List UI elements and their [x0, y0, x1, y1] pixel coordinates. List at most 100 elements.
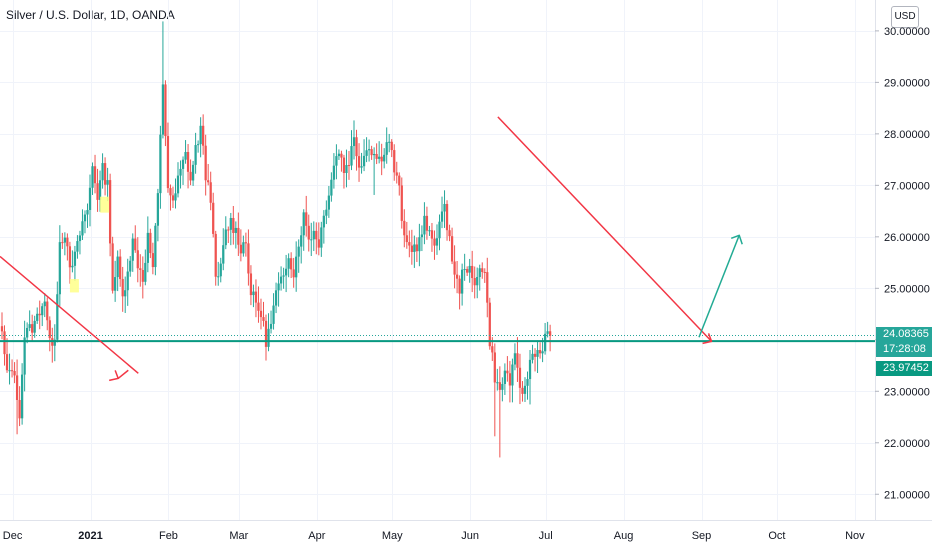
candle-body: [229, 217, 232, 230]
candle-body: [332, 165, 336, 180]
candle-body: [526, 379, 529, 386]
candle-body: [154, 225, 157, 268]
time-tick-label: Apr: [308, 530, 325, 542]
candle-body: [101, 163, 104, 181]
candle-body: [76, 241, 79, 252]
candle-body: [159, 134, 162, 194]
candle-body: [139, 268, 142, 270]
candle-body: [28, 324, 31, 328]
candle-body: [468, 265, 471, 273]
candle-body: [13, 371, 16, 376]
drawing-overlays: [0, 116, 875, 382]
candle-body: [405, 235, 408, 243]
candle-body: [360, 166, 363, 168]
price-tick-label: 23.00000: [884, 386, 930, 398]
candle-body: [330, 179, 333, 196]
candle-body: [372, 153, 376, 156]
time-tick-label: Jun: [461, 530, 479, 542]
candle-body: [300, 235, 303, 247]
candle-body: [91, 166, 94, 188]
candle-body: [204, 145, 207, 181]
candle-body: [423, 215, 426, 235]
price-tick-label: 27.00000: [884, 180, 930, 192]
candle-body: [352, 137, 356, 147]
candle-body: [390, 141, 393, 151]
candle-body: [5, 354, 9, 371]
grid-lines: [0, 0, 875, 520]
candle-body: [450, 236, 454, 262]
candle-body: [18, 399, 21, 419]
candle-body: [486, 272, 489, 303]
candle-body: [48, 320, 51, 339]
candle-body: [511, 364, 514, 386]
candle-body: [279, 276, 283, 284]
candle-body: [297, 246, 300, 257]
candle-body: [141, 269, 144, 282]
candle-body: [83, 214, 87, 222]
candle-body: [292, 269, 295, 278]
candle-body: [43, 301, 46, 307]
candle-body: [413, 244, 416, 252]
candle-body: [501, 384, 504, 390]
candle-body: [460, 269, 464, 294]
candle-body: [111, 243, 114, 291]
candle-body: [493, 352, 496, 383]
candle-body: [8, 370, 11, 372]
candle-body: [0, 326, 4, 332]
candle-body: [320, 227, 323, 248]
time-tick-label: Oct: [768, 530, 785, 542]
candle-body: [448, 230, 451, 237]
candle-body: [383, 154, 386, 162]
candle-body: [217, 276, 220, 278]
candle-body: [488, 302, 491, 347]
candle-body: [181, 159, 185, 169]
price-tick-label: 22.00000: [884, 438, 930, 450]
candle-body: [232, 217, 235, 233]
candle-body: [86, 209, 89, 215]
candle-body: [398, 175, 401, 186]
highlight-box: [100, 196, 110, 213]
candle-body: [506, 370, 509, 374]
candle-body: [388, 141, 391, 143]
candle-body: [433, 238, 436, 246]
support-price-label: 23.97452: [876, 361, 932, 377]
candle-body: [438, 221, 441, 239]
candle-body: [93, 166, 97, 184]
candle-body: [418, 237, 421, 252]
candle-body: [347, 165, 351, 167]
red-trendline: [497, 116, 713, 342]
candle-body: [151, 253, 154, 268]
time-tick-label: Dec: [3, 530, 23, 542]
candle-body: [498, 382, 501, 390]
candle-body: [277, 283, 280, 291]
candle-body: [46, 301, 49, 321]
candle-body: [209, 182, 212, 203]
candle-body: [483, 271, 486, 273]
candle-body: [149, 232, 152, 254]
time-tick-label: Mar: [229, 530, 248, 542]
candle-body: [73, 251, 77, 266]
candle-body: [179, 168, 182, 176]
countdown-label: 17:28:08: [876, 342, 932, 358]
time-axis[interactable]: Dec 2021 Feb Mar Apr May Jun Jul Aug Sep Oct Nov: [3, 530, 865, 542]
candle-body: [15, 375, 19, 400]
chart-title: Silver / U.S. Dollar, 1D, OANDA: [6, 8, 175, 22]
candle-body: [523, 385, 527, 394]
candle-body: [466, 269, 469, 273]
candle-body: [38, 313, 41, 316]
candle-body: [53, 339, 56, 346]
candle-body: [136, 250, 139, 269]
candle-body: [491, 346, 494, 353]
candle-body: [430, 230, 434, 239]
candle-body: [26, 327, 29, 338]
candle-body: [543, 333, 547, 352]
candle-body: [453, 261, 456, 275]
price-axis[interactable]: 21.0000022.0000023.0000024.0000025.00000…: [875, 26, 930, 501]
currency-button[interactable]: USD: [891, 6, 919, 28]
candle-body: [202, 125, 205, 146]
candle-body: [290, 258, 293, 270]
candle-body: [242, 242, 245, 254]
candle-body: [310, 239, 313, 241]
candle-body: [538, 350, 542, 354]
